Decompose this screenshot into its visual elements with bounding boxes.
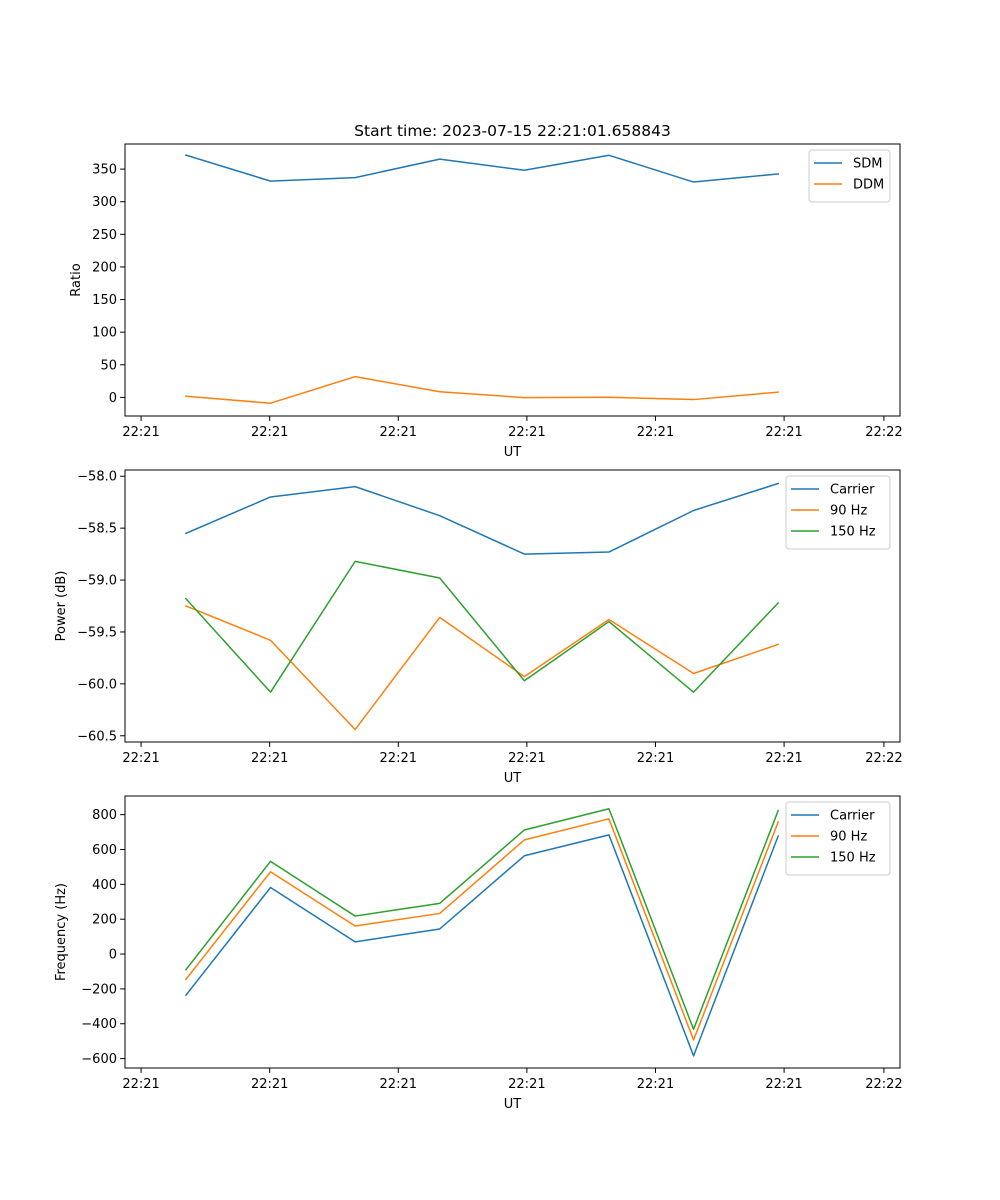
legend: SDM DDM bbox=[808, 149, 891, 203]
legend: Carrier 90 Hz 150 Hz bbox=[785, 801, 891, 876]
y-tick-label: −200 bbox=[81, 982, 117, 997]
y-tick-label: −59.0 bbox=[77, 574, 117, 589]
x-tick-label: 22:21 bbox=[380, 425, 417, 440]
y-axis-label: Frequency (Hz) bbox=[54, 883, 69, 981]
x-tick-label: 22:21 bbox=[637, 1077, 674, 1092]
legend-label: Carrier bbox=[830, 483, 875, 498]
charts-container: 22:21 22:21 22:21 22:21 22:21 22:21 22:22 0 50 10… bbox=[54, 143, 903, 1112]
y-tick-label: 150 bbox=[92, 293, 117, 308]
series-line-carrier bbox=[184, 834, 780, 1057]
series-line-sdm bbox=[184, 154, 779, 183]
x-tick-label: 22:21 bbox=[508, 751, 545, 766]
series-line-90-hz bbox=[184, 605, 780, 731]
x-tick-label: 22:21 bbox=[508, 1077, 545, 1092]
y-tick-label: 200 bbox=[92, 913, 117, 928]
x-axis-label: UT bbox=[504, 771, 522, 786]
legend-label: 90 Hz bbox=[830, 830, 867, 845]
axes-frame bbox=[124, 143, 901, 417]
x-tick-label: 22:21 bbox=[251, 425, 288, 440]
x-tick-label: 22:21 bbox=[122, 1077, 159, 1092]
x-tick-label: 22:22 bbox=[865, 751, 902, 766]
x-tick-label: 22:21 bbox=[251, 1077, 288, 1092]
legend: Carrier 90 Hz 150 Hz bbox=[785, 475, 891, 550]
chart-2: 22:21 22:21 22:21 22:21 22:21 22:21 22:22 −60.5… bbox=[54, 469, 903, 786]
y-axis-label: Ratio bbox=[69, 263, 84, 296]
x-tick-label: 22:21 bbox=[122, 751, 159, 766]
x-tick-label: 22:21 bbox=[380, 1077, 417, 1092]
chart-1: 22:21 22:21 22:21 22:21 22:21 22:21 22:22 0 50 10… bbox=[69, 143, 903, 460]
x-tick-label: 22:21 bbox=[122, 425, 159, 440]
x-tick-label: 22:21 bbox=[765, 425, 802, 440]
series-line-90-hz bbox=[184, 818, 780, 1041]
x-axis-label: UT bbox=[504, 1097, 522, 1112]
legend-label: SDM bbox=[853, 157, 882, 172]
y-tick-label: 50 bbox=[100, 358, 117, 373]
figure-title: Start time: 2023-07-15 22:21:01.658843 bbox=[354, 122, 671, 140]
series-line-carrier bbox=[184, 482, 780, 555]
y-tick-label: 0 bbox=[109, 391, 117, 406]
x-axis-label: UT bbox=[504, 445, 522, 460]
x-tick-label: 22:21 bbox=[765, 751, 802, 766]
x-tick-label: 22:21 bbox=[380, 751, 417, 766]
y-tick-label: 200 bbox=[92, 260, 117, 275]
x-tick-label: 22:21 bbox=[765, 1077, 802, 1092]
chart-3: 22:21 22:21 22:21 22:21 22:21 22:21 22:22 −600 −… bbox=[54, 795, 903, 1112]
x-tick-label: 22:21 bbox=[637, 751, 674, 766]
legend-label: 150 Hz bbox=[830, 525, 876, 540]
y-tick-label: −58.5 bbox=[77, 522, 117, 537]
x-tick-label: 22:22 bbox=[865, 425, 902, 440]
y-tick-label: 250 bbox=[92, 228, 117, 243]
y-tick-label: −600 bbox=[81, 1052, 117, 1067]
series-line-150-hz bbox=[184, 807, 780, 1031]
y-tick-label: 0 bbox=[109, 948, 117, 963]
x-tick-label: 22:21 bbox=[637, 425, 674, 440]
y-tick-label: 800 bbox=[92, 808, 117, 823]
y-tick-label: 600 bbox=[92, 843, 117, 858]
y-tick-label: −59.5 bbox=[77, 625, 117, 640]
legend-label: DDM bbox=[853, 178, 884, 193]
legend-label: 150 Hz bbox=[830, 851, 876, 866]
y-tick-label: −58.0 bbox=[77, 470, 117, 485]
y-tick-label: −60.0 bbox=[77, 677, 117, 692]
series-line-150-hz bbox=[184, 560, 780, 693]
y-tick-label: −400 bbox=[81, 1017, 117, 1032]
y-tick-label: 400 bbox=[92, 878, 117, 893]
axes-frame bbox=[124, 795, 901, 1069]
y-tick-label: 300 bbox=[92, 195, 117, 210]
x-tick-label: 22:22 bbox=[865, 1077, 902, 1092]
x-tick-label: 22:21 bbox=[508, 425, 545, 440]
y-tick-label: 350 bbox=[92, 163, 117, 178]
y-axis-label: Power (dB) bbox=[54, 571, 69, 642]
x-tick-label: 22:21 bbox=[251, 751, 288, 766]
legend-label: Carrier bbox=[830, 809, 875, 824]
series-line-ddm bbox=[185, 375, 779, 404]
y-tick-label: −60.5 bbox=[77, 729, 117, 744]
y-tick-label: 100 bbox=[92, 326, 117, 341]
legend-label: 90 Hz bbox=[830, 504, 867, 519]
axes-frame bbox=[124, 469, 901, 743]
